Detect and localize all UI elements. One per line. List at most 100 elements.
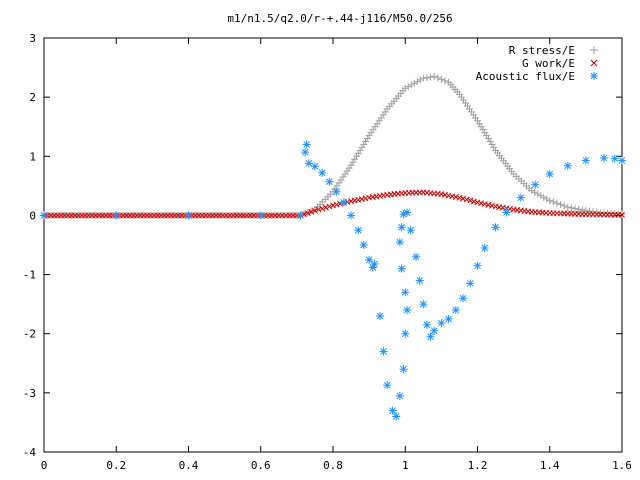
- y-tick-label: 1: [29, 150, 36, 163]
- x-tick-label: 1.6: [612, 459, 632, 472]
- data-point: [365, 255, 374, 264]
- x-tick-label: 0: [41, 459, 48, 472]
- x-tick-label: 0.4: [179, 459, 199, 472]
- data-point: [441, 77, 449, 85]
- data-point: [360, 140, 368, 148]
- data-point: [325, 177, 334, 186]
- data-point: [413, 78, 421, 86]
- data-point: [546, 197, 554, 205]
- data-point: [426, 332, 435, 341]
- data-point: [486, 138, 494, 145]
- data-point: [581, 156, 590, 165]
- data-point: [326, 203, 333, 210]
- data-point: [534, 190, 542, 198]
- data-point: [537, 192, 545, 200]
- data-point: [491, 223, 500, 232]
- data-point: [395, 391, 404, 400]
- data-point: [304, 159, 313, 168]
- data-point: [619, 211, 625, 218]
- data-point: [571, 205, 579, 213]
- data-point: [347, 211, 356, 220]
- legend-label: G work/E: [522, 57, 575, 70]
- data-point: [397, 264, 406, 273]
- data-point: [451, 306, 460, 315]
- data-point: [362, 138, 370, 145]
- y-tick-label: -3: [23, 387, 36, 400]
- data-point: [330, 202, 336, 209]
- data-point: [301, 148, 310, 157]
- data-point: [456, 194, 463, 201]
- data-point: [459, 294, 468, 303]
- data-point: [485, 201, 492, 208]
- data-point: [549, 198, 557, 206]
- data-point: [363, 135, 371, 143]
- data-point: [528, 187, 536, 195]
- data-point: [502, 208, 511, 217]
- data-point: [407, 81, 415, 89]
- data-point: [40, 211, 48, 220]
- data-point: [575, 205, 583, 213]
- data-point: [470, 198, 477, 205]
- x-tick-label: 1.4: [540, 459, 560, 472]
- data-point: [352, 152, 360, 160]
- data-point: [564, 203, 572, 211]
- data-point: [610, 154, 619, 163]
- data-point: [480, 243, 489, 252]
- data-point: [256, 211, 265, 220]
- series-1: [40, 72, 626, 219]
- data-point: [467, 197, 474, 204]
- chart-title: m1/n1.5/q2.0/r-+.44-j116/M50.0/256: [227, 12, 452, 25]
- data-point: [351, 155, 359, 163]
- data-point: [560, 202, 568, 210]
- data-point: [540, 193, 548, 201]
- data-point: [430, 72, 438, 80]
- data-point: [488, 140, 496, 148]
- data-point: [388, 406, 397, 415]
- data-point: [332, 187, 341, 196]
- data-point: [184, 211, 193, 220]
- data-point: [444, 314, 453, 323]
- data-point: [315, 206, 322, 213]
- data-point: [460, 195, 467, 202]
- data-point: [484, 135, 492, 143]
- data-point: [308, 208, 315, 215]
- data-point: [395, 238, 404, 247]
- data-point: [516, 193, 525, 202]
- data-point: [466, 279, 475, 288]
- data-point: [419, 74, 427, 82]
- data-point: [354, 149, 362, 157]
- data-point: [481, 201, 488, 208]
- data-point: [404, 83, 412, 91]
- data-point: [370, 259, 379, 268]
- legend-marker: [590, 72, 598, 80]
- data-point: [392, 412, 401, 421]
- data-point: [383, 381, 392, 390]
- data-point: [358, 143, 366, 151]
- data-point: [412, 252, 421, 261]
- legend-label: Acoustic flux/E: [476, 70, 575, 83]
- data-point: [112, 211, 121, 220]
- data-point: [599, 154, 608, 163]
- y-tick-label: 2: [29, 91, 36, 104]
- data-point: [483, 132, 491, 140]
- data-point: [531, 180, 540, 189]
- legend-label: R stress/E: [509, 44, 575, 57]
- data-point: [474, 199, 481, 206]
- data-point: [401, 329, 410, 338]
- data-point: [437, 319, 446, 328]
- data-point: [543, 195, 551, 203]
- data-point: [557, 201, 565, 209]
- data-point: [302, 140, 311, 149]
- data-point: [490, 143, 498, 151]
- data-point: [310, 162, 319, 171]
- series-2: [41, 189, 625, 219]
- data-point: [416, 76, 424, 84]
- data-point: [301, 211, 308, 218]
- data-point: [423, 74, 431, 82]
- data-point: [553, 199, 561, 207]
- data-point: [403, 306, 412, 315]
- data-point: [531, 188, 539, 196]
- data-point: [307, 207, 315, 215]
